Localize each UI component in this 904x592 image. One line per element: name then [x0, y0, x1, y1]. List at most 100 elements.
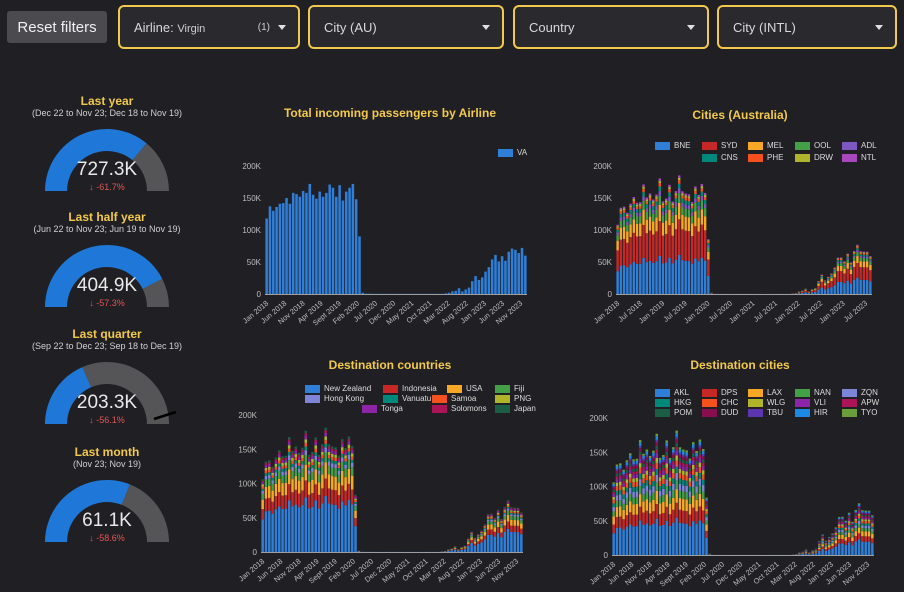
bar-segment — [818, 543, 821, 545]
bar-segment — [839, 257, 843, 259]
gauge-fill — [45, 367, 92, 424]
bar — [281, 203, 285, 294]
bar-segment — [668, 467, 672, 471]
bar-segment — [612, 507, 615, 512]
bar-segment — [827, 279, 830, 281]
bar-segment — [823, 281, 827, 283]
bar-segment — [836, 282, 840, 294]
bar-segment — [859, 256, 862, 258]
bar-segment — [354, 498, 357, 501]
bar-segment — [703, 197, 707, 201]
bar-segment — [852, 251, 856, 253]
bar-segment — [665, 463, 668, 468]
bar-segment — [622, 474, 625, 476]
bar-segment — [639, 205, 642, 209]
y-tick-label: 50K — [243, 514, 258, 523]
bar-segment — [470, 533, 473, 534]
gauge-arc — [45, 480, 169, 542]
bar-segment — [622, 206, 626, 209]
bar-segment — [635, 497, 639, 504]
bar-segment — [662, 494, 665, 502]
bar-segment — [615, 500, 619, 508]
bar-segment — [645, 197, 649, 200]
bar-segment — [833, 268, 836, 269]
bar-segment — [681, 229, 684, 261]
bar-segment — [685, 485, 688, 493]
bar-segment — [632, 474, 635, 479]
airline-filter-dropdown[interactable]: Airline: Virgin (1) — [118, 5, 300, 49]
bar — [321, 196, 325, 294]
bar-segment — [834, 546, 838, 555]
bar-segment — [859, 252, 862, 254]
bar-segment — [264, 486, 268, 499]
bar — [335, 196, 338, 294]
bar-segment — [354, 495, 357, 497]
bar — [467, 287, 471, 294]
bar-segment — [665, 451, 668, 456]
legend-label: Hong Kong — [324, 394, 365, 403]
bar-segment — [857, 539, 861, 555]
city-au-filter-dropdown[interactable]: City (AU) — [308, 5, 504, 49]
bar-segment — [695, 523, 698, 555]
bar-segment — [687, 198, 691, 202]
bar-segment — [668, 464, 672, 468]
legend-swatch — [702, 388, 717, 397]
bar-segment — [307, 456, 311, 459]
bar-segment — [513, 509, 516, 511]
bar-segment — [681, 195, 684, 199]
bar-segment — [645, 485, 649, 492]
bar-segment — [837, 520, 841, 522]
bar-segment — [344, 458, 347, 462]
bar-segment — [859, 257, 862, 262]
bar-segment — [476, 535, 480, 536]
bar-segment — [486, 515, 490, 517]
bar-segment — [698, 506, 702, 521]
bar-segment — [834, 536, 838, 539]
gauge-track — [132, 143, 169, 191]
bar-segment — [820, 276, 823, 278]
bar-segment — [672, 468, 675, 474]
bar-segment — [645, 480, 649, 486]
bar-segment — [668, 503, 672, 515]
bar-segment — [662, 456, 665, 460]
bar-segment — [685, 499, 688, 512]
bar-segment — [703, 194, 707, 198]
country-filter-dropdown[interactable]: Country — [513, 5, 709, 49]
bar-segment — [867, 523, 871, 526]
bar-segment — [629, 224, 632, 238]
bar-segment — [705, 500, 708, 502]
bar-segment — [867, 528, 871, 532]
bar-segment — [261, 480, 264, 483]
bar-segment — [622, 480, 625, 484]
bar-segment — [648, 502, 652, 514]
bar-segment — [334, 457, 337, 461]
bar-segment — [513, 510, 516, 513]
bar-segment — [304, 433, 308, 436]
bar-segment — [682, 449, 685, 452]
bar-segment — [847, 527, 851, 530]
reset-filters-button[interactable]: Reset filters — [7, 11, 107, 43]
bar — [288, 203, 292, 294]
bar-segment — [684, 193, 687, 196]
bar-segment — [682, 470, 685, 475]
bar-segment — [516, 525, 520, 533]
bar-segment — [655, 198, 658, 202]
bar-segment — [304, 464, 308, 481]
bar-segment — [861, 510, 864, 512]
bar-segment — [827, 549, 831, 555]
bar-segment — [350, 456, 354, 460]
bar-segment — [284, 508, 288, 552]
bar-segment — [294, 457, 298, 461]
bar-segment — [274, 483, 278, 497]
bar-segment — [354, 502, 357, 504]
bar-segment — [694, 188, 697, 191]
bar-segment — [625, 515, 629, 527]
city-intl-filter-dropdown[interactable]: City (INTL) — [717, 5, 897, 49]
bar-segment — [668, 470, 672, 474]
bar-segment — [857, 518, 861, 521]
bar-segment — [849, 274, 853, 284]
bar — [520, 247, 524, 294]
gauge-arc — [45, 362, 177, 424]
bar-segment — [857, 505, 861, 507]
bar-segment — [513, 516, 516, 521]
